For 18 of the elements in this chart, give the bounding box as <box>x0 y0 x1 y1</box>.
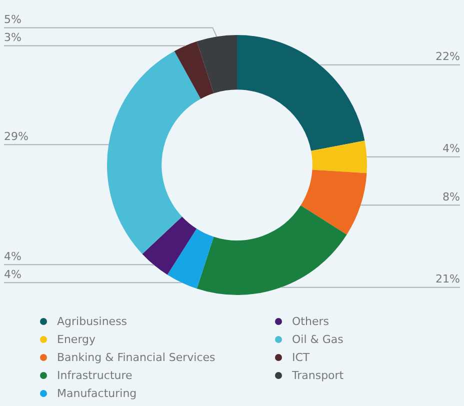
data-label: 5% <box>4 13 22 26</box>
legend-label: ICT <box>292 350 310 364</box>
legend-label: Oil & Gas <box>292 332 344 346</box>
data-label: 8% <box>442 190 460 204</box>
legend-label: Energy <box>57 332 96 346</box>
data-label: 22% <box>436 50 460 64</box>
legend-label: Others <box>292 314 329 328</box>
data-label: 4% <box>4 250 22 263</box>
legend-label: Transport <box>292 368 344 382</box>
data-label: 4% <box>4 268 22 281</box>
legend-label: Manufacturing <box>57 386 137 400</box>
data-label: 4% <box>442 142 460 156</box>
legend-label: Agribusiness <box>57 314 128 328</box>
data-label: 3% <box>4 31 22 44</box>
legend-label: Banking & Financial Services <box>57 350 216 364</box>
data-label: 21% <box>436 272 460 286</box>
data-label: 29% <box>4 130 28 144</box>
legend-label: Infrastructure <box>57 368 132 382</box>
